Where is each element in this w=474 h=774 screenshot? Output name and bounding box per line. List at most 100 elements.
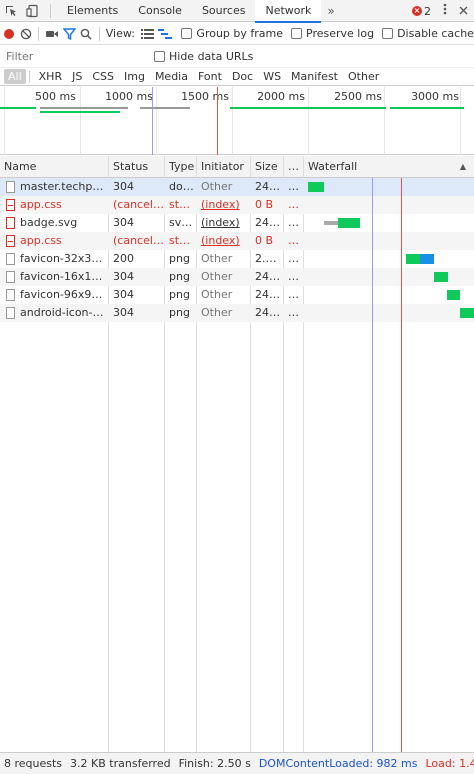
capture-screenshots-button[interactable] — [43, 23, 60, 44]
image-file-icon — [6, 217, 15, 229]
more-tabs-button[interactable]: » — [327, 3, 335, 18]
finish-time: Finish: 2.50 s — [178, 757, 251, 770]
close-devtools-button[interactable] — [453, 4, 474, 18]
cell-name: favicon-32x32.p… — [20, 252, 108, 265]
type-filter-ws[interactable]: WS — [263, 70, 282, 83]
cell-size: 24… — [255, 306, 280, 319]
inspect-element-button[interactable] — [0, 0, 22, 22]
resource-type-filter-bar: All XHR JS CSS Img Media Font Doc WS Man… — [0, 68, 474, 86]
preserve-log-label: Preserve log — [306, 27, 375, 40]
cell-type: png — [169, 270, 190, 283]
preserve-log-checkbox[interactable]: Preserve log — [291, 27, 374, 40]
column-header-waterfall[interactable]: Waterfall — [308, 160, 358, 173]
type-filter-media[interactable]: Media — [154, 70, 188, 83]
cell-status: (canceled) — [113, 198, 164, 211]
cell-size: 24… — [255, 216, 280, 229]
customize-menu-button[interactable] — [437, 3, 453, 19]
cell-time: … — [288, 234, 299, 247]
disable-cache-label: Disable cache — [397, 27, 474, 40]
overview-tick-label: 500 ms — [35, 90, 76, 103]
group-by-frame-checkbox[interactable]: Group by frame — [181, 27, 283, 40]
network-summary-bar: 8 requests 3.2 KB transferred Finish: 2.… — [0, 752, 474, 774]
device-toolbar-button[interactable] — [22, 0, 44, 22]
tab-network[interactable]: Network — [255, 0, 322, 23]
checkbox-box[interactable] — [181, 28, 193, 39]
list-view-icon — [141, 29, 155, 39]
cell-type: sv… — [169, 216, 193, 229]
column-header-type[interactable]: Type — [169, 160, 195, 173]
cell-initiator-link[interactable]: (index) — [201, 234, 240, 247]
type-filter-doc[interactable]: Doc — [231, 70, 254, 83]
hide-data-urls-checkbox[interactable]: Hide data URLs — [154, 50, 253, 63]
failed-file-icon — [6, 199, 15, 211]
cell-name: favicon-96x96.p… — [20, 288, 108, 301]
show-overview-button[interactable] — [156, 23, 173, 44]
filter-toggle-button[interactable] — [60, 23, 77, 44]
column-header-time[interactable]: … — [288, 160, 299, 173]
table-row[interactable]: app.css (canceled) sty… (index) 0 B … — [0, 196, 474, 214]
checkbox-box[interactable] — [154, 51, 165, 62]
cell-initiator-link[interactable]: (index) — [201, 198, 240, 211]
network-overview[interactable]: 500 ms 1000 ms 1500 ms 2000 ms 2500 ms 3… — [0, 87, 474, 155]
checkbox-box[interactable] — [382, 28, 394, 39]
column-header-name[interactable]: Name — [4, 160, 37, 173]
type-filter-xhr[interactable]: XHR — [38, 70, 63, 83]
filter-bar: Hide data URLs — [0, 46, 474, 68]
type-filter-css[interactable]: CSS — [92, 70, 114, 83]
waterfall-queue-bar — [324, 221, 338, 225]
record-button[interactable] — [0, 23, 17, 44]
table-header: Name Status Type Initiator Size … Waterf… — [0, 156, 474, 178]
waterfall-overview-icon — [157, 29, 172, 39]
type-filter-font[interactable]: Font — [197, 70, 222, 83]
column-header-size[interactable]: Size — [255, 160, 278, 173]
type-filter-img[interactable]: Img — [123, 70, 145, 83]
checkbox-box[interactable] — [291, 28, 303, 39]
table-row[interactable]: favicon-16x16.p… 304 png Other 24… … — [0, 268, 474, 286]
cell-size: 0 B — [255, 198, 274, 211]
cell-status: 304 — [113, 270, 134, 283]
error-counter[interactable]: × 2 — [406, 5, 437, 18]
cell-initiator-link[interactable]: (index) — [201, 216, 240, 229]
overview-tick-label: 2000 ms — [257, 90, 305, 103]
type-filter-js[interactable]: JS — [72, 70, 83, 83]
type-filter-manifest[interactable]: Manifest — [291, 70, 338, 83]
clear-button[interactable] — [17, 23, 34, 44]
cell-name: app.css — [20, 234, 62, 247]
device-icon — [26, 4, 38, 17]
column-header-status[interactable]: Status — [113, 160, 149, 173]
filter-input[interactable] — [4, 47, 144, 66]
column-header-initiator[interactable]: Initiator — [201, 160, 244, 173]
table-row[interactable]: app.css (canceled) sty… (index) 0 B … — [0, 232, 474, 250]
table-row[interactable]: favicon-32x32.p… 200 png Other 2.1… … — [0, 250, 474, 268]
type-filter-all[interactable]: All — [4, 69, 26, 84]
cell-time: … — [288, 270, 299, 283]
type-filter-other[interactable]: Other — [348, 70, 380, 83]
waterfall-bar — [406, 254, 420, 264]
error-icon: × — [412, 6, 422, 16]
table-row[interactable]: android-icon-19… 304 png Other 24… … — [0, 304, 474, 322]
transferred-size: 3.2 KB transferred — [70, 757, 171, 770]
filter-funnel-icon — [62, 27, 76, 40]
tab-elements[interactable]: Elements — [67, 3, 119, 17]
vertical-dots-icon — [443, 3, 447, 15]
overview-tick-label: 2500 ms — [334, 90, 382, 103]
dom-content-loaded-time: DOMContentLoaded: 982 ms — [258, 757, 418, 770]
close-icon — [459, 6, 468, 15]
cell-name: android-icon-19… — [20, 306, 108, 319]
large-rows-button[interactable] — [139, 23, 156, 44]
cell-status: 304 — [113, 216, 134, 229]
cell-size: 24… — [255, 270, 280, 283]
waterfall-bar — [338, 218, 360, 228]
waterfall-bar — [460, 308, 474, 318]
waterfall-bar — [434, 272, 448, 282]
search-button[interactable] — [78, 23, 95, 44]
table-row[interactable]: master.techport… 304 do… Other 24… … — [0, 178, 474, 196]
tab-console[interactable]: Console — [138, 3, 182, 17]
disable-cache-checkbox[interactable]: Disable cache — [382, 27, 474, 40]
failed-file-icon — [6, 235, 15, 247]
table-row[interactable]: favicon-96x96.p… 304 png Other 24… … — [0, 286, 474, 304]
cell-time: … — [288, 288, 299, 301]
table-row[interactable]: badge.svg 304 sv… (index) 24… … — [0, 214, 474, 232]
overview-bar — [40, 107, 128, 109]
tab-sources[interactable]: Sources — [201, 3, 246, 17]
